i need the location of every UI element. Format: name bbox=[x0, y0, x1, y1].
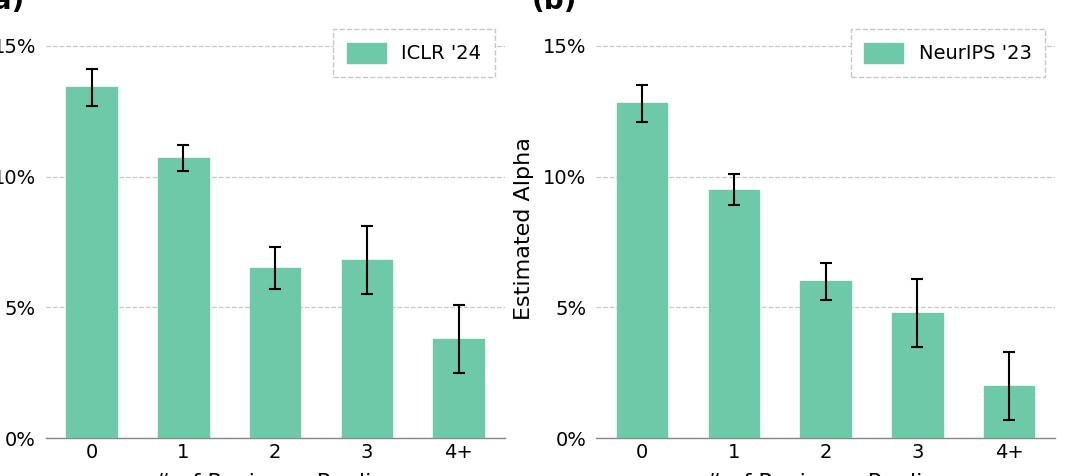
Bar bbox=[892, 313, 943, 438]
Bar bbox=[249, 268, 300, 438]
Bar bbox=[708, 189, 759, 438]
Bar bbox=[433, 339, 484, 438]
Y-axis label: Estimated Alpha: Estimated Alpha bbox=[514, 138, 535, 320]
Bar bbox=[341, 260, 392, 438]
Text: (b): (b) bbox=[531, 0, 577, 15]
Bar bbox=[67, 88, 117, 438]
Legend: ICLR '24: ICLR '24 bbox=[334, 29, 495, 77]
Bar bbox=[158, 158, 208, 438]
X-axis label: # of Reviewer Replies: # of Reviewer Replies bbox=[704, 473, 947, 476]
Text: (a): (a) bbox=[0, 0, 25, 15]
Bar bbox=[800, 281, 851, 438]
Bar bbox=[984, 386, 1035, 438]
Legend: NeurIPS '23: NeurIPS '23 bbox=[851, 29, 1045, 77]
Bar bbox=[617, 103, 667, 438]
X-axis label: # of Reviewer Replies: # of Reviewer Replies bbox=[153, 473, 397, 476]
